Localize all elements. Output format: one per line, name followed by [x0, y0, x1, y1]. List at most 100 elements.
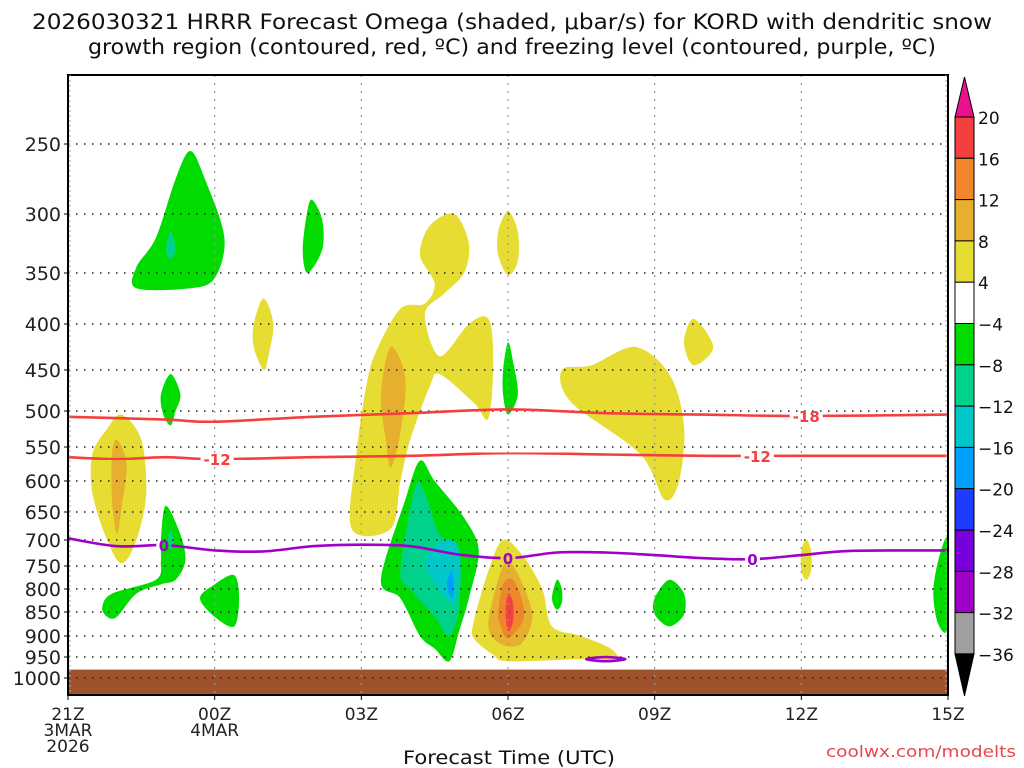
- omega-region-blue-big-03: [446, 570, 455, 599]
- plot-inner: -18 -12 -12 0 0 0: [68, 75, 948, 695]
- omega-region-green-strip-04: [302, 199, 324, 273]
- colorbar-swatch: [954, 199, 975, 242]
- omega-region-green-upper-left: [131, 151, 225, 291]
- colorbar-label: 4: [978, 274, 989, 294]
- y-tick-label-450: 450: [25, 360, 61, 382]
- colorbar-label: 20: [978, 109, 1000, 129]
- colorbar-swatch: [954, 405, 975, 448]
- omega-region-green-sliver-500: [160, 374, 181, 426]
- colorbar-label: −36: [978, 646, 1014, 666]
- title-line-2: growth region (contoured, red, ºC) and f…: [88, 35, 936, 59]
- chart-title: 2026030321 HRRR Forecast Omega (shaded, …: [32, 10, 992, 59]
- y-tick-label-800: 800: [25, 579, 61, 601]
- contour-label: 0: [747, 551, 757, 569]
- colorbar-swatch: [954, 364, 975, 407]
- omega-region-yellow-07-08: [560, 346, 685, 501]
- x-axis-label: Forecast Time (UTC): [403, 747, 615, 768]
- y-tick-label-350: 350: [25, 263, 61, 285]
- y-tick-label-950: 950: [25, 647, 61, 669]
- y-tick-label-600: 600: [25, 471, 61, 493]
- colorbar-swatch: [954, 488, 975, 531]
- x-tick-label-2026: 2026: [46, 737, 89, 757]
- colorbar-label: −4: [978, 316, 1003, 336]
- contour-line: [68, 451, 948, 461]
- colorbar-swatch: [954, 570, 975, 614]
- contour-dgz-minus18: -18: [68, 408, 948, 426]
- y-tick-label-750: 750: [25, 556, 61, 578]
- x-tick-label-4MAR: 4MAR: [190, 721, 239, 741]
- x-tick-label-03Z: 03Z: [345, 705, 378, 725]
- watermark[interactable]: coolwx.com/modelts: [826, 742, 1016, 761]
- colorbar-label: −12: [978, 398, 1014, 418]
- y-tick-label-500: 500: [25, 401, 61, 423]
- contour-label: -12: [744, 448, 771, 466]
- x-tick-label-06Z: 06Z: [491, 705, 524, 725]
- colorbar-swatch: [954, 240, 975, 283]
- colorbar-swatch: [954, 323, 975, 366]
- colorbar-swatch: [954, 157, 975, 201]
- colorbar-label: 16: [978, 150, 1000, 170]
- omega-region-orange-big-left: [111, 439, 127, 535]
- y-axis: 2503003504004505005506006507007508008509…: [13, 134, 68, 690]
- x-tick-label-09Z: 09Z: [638, 705, 671, 725]
- x-tick-label-3MAR: 3MAR: [44, 721, 93, 741]
- omega-region-yellow-12-small: [800, 540, 812, 580]
- x-tick-label-21Z: 21Z: [51, 705, 84, 725]
- y-tick-label-650: 650: [25, 502, 61, 524]
- omega-region-red-06: [505, 593, 514, 632]
- colorbar-swatch: [954, 116, 975, 159]
- colorbar-label: −32: [978, 605, 1014, 625]
- y-tick-label-700: 700: [25, 530, 61, 552]
- colorbar-legend: 20 16 12 8 4 −4 −8 −12 −16 −20 −24 −28 −32 −36: [954, 76, 1014, 697]
- omega-region-teal-upper-left: [165, 231, 176, 259]
- omega-region-green-left-lower: [102, 505, 186, 619]
- omega-region-orange-middle: [380, 346, 406, 468]
- contour-line: [68, 537, 948, 561]
- colorbar-label: −8: [978, 357, 1003, 377]
- ground-surface: [68, 669, 948, 695]
- omega-region-green-10: [652, 579, 686, 627]
- omega-region-green-right-edge: [933, 537, 948, 633]
- omega-region-yellow-tri-09: [684, 318, 714, 366]
- omega-shading: [90, 151, 948, 662]
- colorbar-label: 12: [978, 192, 1000, 212]
- contour-freezing-level-0: 0 0 0: [68, 537, 948, 569]
- contour-label: -12: [204, 451, 231, 469]
- y-tick-label-1000: 1000: [13, 668, 61, 690]
- x-tick-label-00Z: 00Z: [198, 705, 231, 725]
- colorbar-overflow-bottom: [954, 653, 975, 697]
- colorbar-swatch: [954, 281, 975, 325]
- omega-region-green-06-strip: [502, 342, 518, 415]
- plot-area: -18 -12 -12 0 0 0: [67, 74, 949, 696]
- colorbar-label: −16: [978, 439, 1014, 459]
- contour-line: [68, 408, 948, 424]
- omega-region-yellow-sliver-01: [252, 298, 274, 371]
- contour-line: [584, 655, 627, 663]
- temperature-contours: -18 -12 -12 0 0 0: [68, 408, 948, 663]
- colorbar-swatch: [954, 529, 975, 572]
- contour-label: 0: [159, 537, 169, 555]
- colorbar-label: −28: [978, 563, 1014, 583]
- y-tick-label-550: 550: [25, 437, 61, 459]
- colorbar-swatch: [954, 446, 975, 490]
- omega-region-green-08-drop: [552, 579, 563, 610]
- x-tick-label-12Z: 12Z: [785, 705, 818, 725]
- y-tick-label-300: 300: [25, 204, 61, 226]
- contour-freezing-level-0-ring: [584, 655, 627, 663]
- grid: [68, 75, 948, 695]
- y-tick-label-850: 850: [25, 602, 61, 624]
- contour-label: -18: [793, 408, 820, 426]
- colorbar-label: −24: [978, 522, 1014, 542]
- x-tick-label-15Z: 15Z: [931, 705, 964, 725]
- y-tick-label-900: 900: [25, 626, 61, 648]
- contour-dgz-minus12: -12 -12: [68, 448, 948, 469]
- colorbar-label: 8: [978, 233, 989, 253]
- colorbar-overflow-top: [954, 76, 975, 118]
- title-line-1: 2026030321 HRRR Forecast Omega (shaded, …: [32, 10, 992, 34]
- contour-label: 0: [503, 550, 513, 568]
- y-tick-label-400: 400: [25, 314, 61, 336]
- colorbar-label: −20: [978, 481, 1014, 501]
- y-tick-label-250: 250: [25, 134, 61, 156]
